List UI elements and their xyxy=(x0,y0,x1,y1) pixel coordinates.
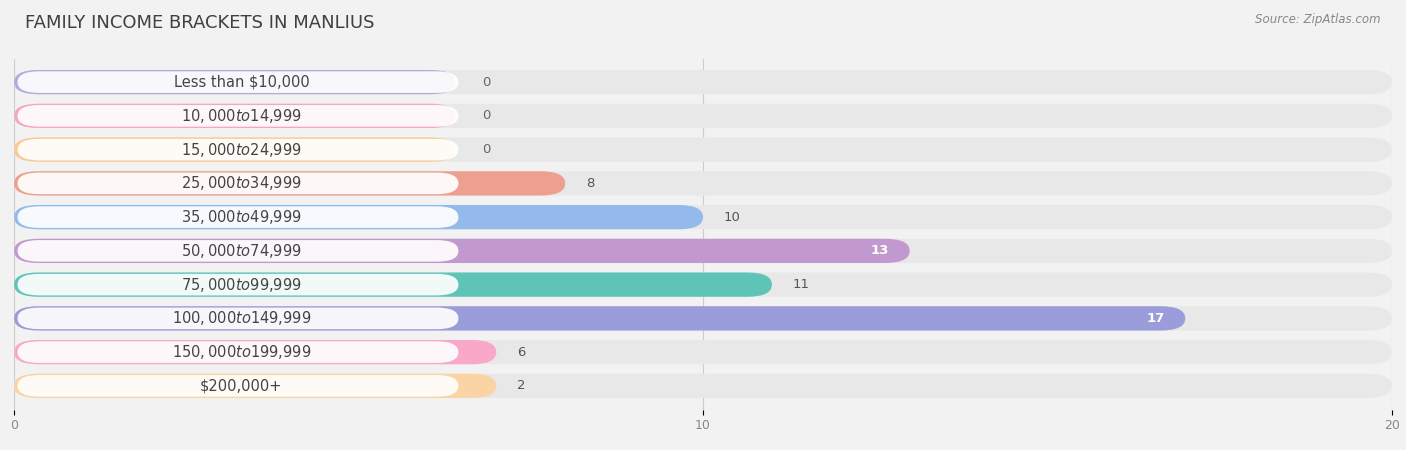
Text: 0: 0 xyxy=(482,109,491,122)
Text: 10: 10 xyxy=(724,211,741,224)
Text: $75,000 to $99,999: $75,000 to $99,999 xyxy=(181,275,302,294)
Text: $15,000 to $24,999: $15,000 to $24,999 xyxy=(181,140,302,158)
Text: $50,000 to $74,999: $50,000 to $74,999 xyxy=(181,242,302,260)
Text: $150,000 to $199,999: $150,000 to $199,999 xyxy=(172,343,311,361)
Text: 6: 6 xyxy=(517,346,526,359)
FancyBboxPatch shape xyxy=(17,274,458,295)
Text: $100,000 to $149,999: $100,000 to $149,999 xyxy=(172,310,311,328)
Text: $200,000+: $200,000+ xyxy=(200,378,283,393)
Text: 11: 11 xyxy=(793,278,810,291)
Text: 17: 17 xyxy=(1146,312,1164,325)
Text: $35,000 to $49,999: $35,000 to $49,999 xyxy=(181,208,302,226)
FancyBboxPatch shape xyxy=(17,206,458,228)
FancyBboxPatch shape xyxy=(14,137,456,162)
Text: 2: 2 xyxy=(517,379,526,392)
FancyBboxPatch shape xyxy=(17,105,458,126)
FancyBboxPatch shape xyxy=(14,205,703,229)
Text: $10,000 to $14,999: $10,000 to $14,999 xyxy=(181,107,302,125)
FancyBboxPatch shape xyxy=(14,272,772,297)
FancyBboxPatch shape xyxy=(14,104,1392,128)
FancyBboxPatch shape xyxy=(17,240,458,261)
FancyBboxPatch shape xyxy=(14,374,496,398)
FancyBboxPatch shape xyxy=(14,70,456,94)
FancyBboxPatch shape xyxy=(14,238,1392,263)
FancyBboxPatch shape xyxy=(17,308,458,329)
Text: Less than $10,000: Less than $10,000 xyxy=(173,75,309,90)
Text: FAMILY INCOME BRACKETS IN MANLIUS: FAMILY INCOME BRACKETS IN MANLIUS xyxy=(25,14,375,32)
FancyBboxPatch shape xyxy=(14,171,1392,195)
FancyBboxPatch shape xyxy=(14,306,1392,330)
FancyBboxPatch shape xyxy=(17,341,458,363)
FancyBboxPatch shape xyxy=(17,172,458,194)
FancyBboxPatch shape xyxy=(14,306,1185,330)
Text: 8: 8 xyxy=(586,177,595,190)
Text: Source: ZipAtlas.com: Source: ZipAtlas.com xyxy=(1256,14,1381,27)
FancyBboxPatch shape xyxy=(17,139,458,160)
FancyBboxPatch shape xyxy=(14,171,565,195)
Text: 13: 13 xyxy=(870,244,889,257)
FancyBboxPatch shape xyxy=(14,272,1392,297)
Text: 0: 0 xyxy=(482,143,491,156)
FancyBboxPatch shape xyxy=(14,374,1392,398)
FancyBboxPatch shape xyxy=(14,340,496,364)
FancyBboxPatch shape xyxy=(14,205,1392,229)
Text: $25,000 to $34,999: $25,000 to $34,999 xyxy=(181,174,302,192)
FancyBboxPatch shape xyxy=(17,375,458,397)
FancyBboxPatch shape xyxy=(14,104,456,128)
FancyBboxPatch shape xyxy=(14,137,1392,162)
FancyBboxPatch shape xyxy=(14,238,910,263)
FancyBboxPatch shape xyxy=(14,340,1392,364)
FancyBboxPatch shape xyxy=(14,70,1392,94)
FancyBboxPatch shape xyxy=(17,71,458,93)
Text: 0: 0 xyxy=(482,76,491,89)
